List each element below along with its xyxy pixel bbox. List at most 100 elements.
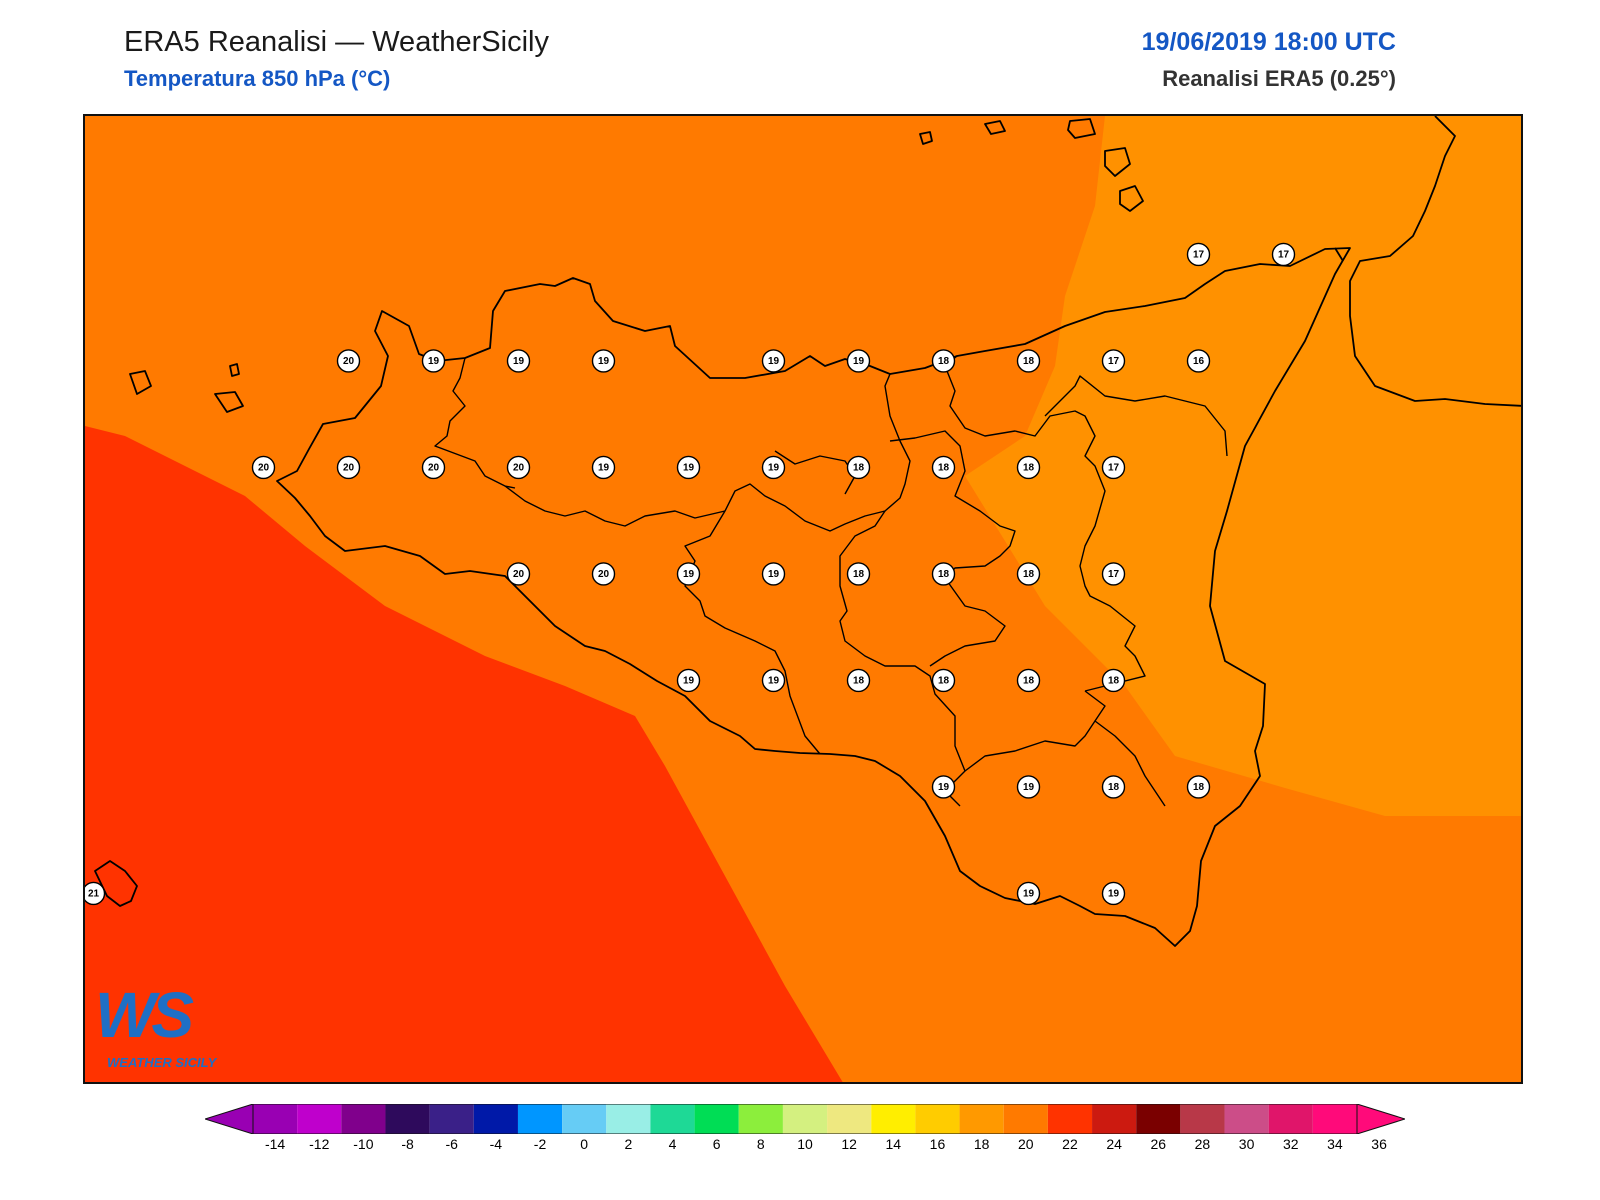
- province-border: [944, 355, 1146, 692]
- station-marker: 18: [931, 455, 956, 480]
- colorbar-segment: [562, 1104, 607, 1134]
- station-temperature-value: 20: [513, 569, 525, 580]
- station-temperature-value: 19: [768, 569, 780, 580]
- valid-datetime: 19/06/2019 18:00 UTC: [1141, 28, 1396, 56]
- station-circle: [846, 668, 871, 693]
- station-marker: 18: [1016, 349, 1041, 373]
- colorbar-tick-label: 30: [1238, 1136, 1255, 1152]
- station-circle: [1016, 349, 1041, 373]
- station-temperature-value: 19: [683, 462, 695, 473]
- station-marker: 17: [1186, 242, 1211, 267]
- logo-name: WEATHER SICILY: [107, 1055, 217, 1070]
- colorbar-extend-high: [1356, 1104, 1405, 1134]
- station-marker: 21: [85, 881, 106, 906]
- station-marker: 18: [1186, 775, 1211, 799]
- station-circle: [1271, 242, 1296, 267]
- colorbar-segment: [1268, 1104, 1313, 1134]
- station-marker: 18: [1016, 455, 1041, 480]
- station-marker: 17: [1101, 562, 1126, 586]
- map-title: ERA5 Reanalisi — WeatherSicily: [124, 26, 549, 58]
- station-temperature-value: 20: [598, 569, 610, 580]
- station-marker: 19: [591, 349, 616, 373]
- station-temperature-value: 17: [1108, 356, 1120, 367]
- colorbar-frame: [252, 1104, 1358, 1134]
- station-temperature-value: 21: [88, 888, 100, 899]
- colorbar-tick-label: 0: [580, 1136, 589, 1152]
- station-marker: 17: [1101, 349, 1126, 373]
- station-temperature-value: 18: [938, 569, 950, 580]
- colorbar-segment: [694, 1104, 739, 1134]
- station-marker: 19: [761, 668, 786, 693]
- station-circle: [1186, 775, 1211, 799]
- station-temperature-value: 17: [1108, 569, 1120, 580]
- station-temperature-value: 18: [853, 462, 865, 473]
- station-circle: [931, 349, 956, 373]
- station-marker: 20: [506, 562, 531, 586]
- map-panel: 20 19 19 19 19 19 18 18 17 16 17 17 20 20 20 20 19 19 19 18…: [83, 114, 1523, 1084]
- station-marker: 19: [676, 455, 701, 480]
- colorbar-tick-label: -6: [445, 1136, 458, 1152]
- station-temperature-value: 19: [598, 356, 610, 367]
- field-band-16-18: [965, 116, 1521, 816]
- station-temperature-value: 18: [938, 462, 950, 473]
- colorbar-segment: [959, 1104, 1004, 1134]
- colorbar-segment: [606, 1104, 651, 1134]
- station-circle: [1101, 455, 1126, 480]
- station-marker: 17: [1101, 455, 1126, 480]
- station-marker: 19: [761, 349, 786, 373]
- station-circle: [506, 455, 531, 480]
- colorbar-tick-label: 34: [1327, 1136, 1343, 1152]
- province-border: [964, 720, 1096, 772]
- station-circle: [761, 562, 786, 586]
- station-circle: [761, 668, 786, 693]
- station-circle: [1101, 668, 1126, 693]
- station-marker: 20: [421, 455, 446, 480]
- aeolian-islands: [984, 120, 1006, 135]
- temperature-map: [85, 116, 1521, 1082]
- station-circle: [506, 562, 531, 586]
- station-circle: [846, 562, 871, 586]
- station-temperature-value: 18: [1023, 356, 1035, 367]
- station-temperature-value: 19: [768, 356, 780, 367]
- egadi-islands: [214, 391, 244, 413]
- aeolian-islands: [1119, 185, 1144, 212]
- station-circle: [1016, 775, 1041, 799]
- station-marker: 19: [761, 562, 786, 586]
- station-temperature-value: 20: [343, 462, 355, 473]
- colorbar-tick-label: 26: [1150, 1136, 1167, 1152]
- colorbar-tick-label: 2: [624, 1136, 633, 1152]
- colorbar-tick-label: -14: [264, 1136, 286, 1152]
- station-temperature-value: 18: [1023, 569, 1035, 580]
- egadi-islands: [229, 363, 240, 377]
- station-temperature-value: 18: [938, 675, 950, 686]
- station-circle: [421, 349, 446, 373]
- aeolian-islands: [1104, 147, 1131, 177]
- station-circle: [846, 455, 871, 480]
- province-border: [684, 510, 821, 755]
- colorbar-extend-low: [205, 1104, 254, 1134]
- colorbar-segment: [827, 1104, 872, 1134]
- colorbar-segment: [650, 1104, 695, 1134]
- temperature-colorbar: [205, 1104, 1405, 1134]
- colorbar-tick-label: 16: [929, 1136, 946, 1152]
- station-temperature-value: 18: [1023, 675, 1035, 686]
- calabria-coastline: [1349, 116, 1521, 407]
- colorbar-tick-label: 20: [1018, 1136, 1034, 1152]
- station-temperature-value: 17: [1108, 462, 1120, 473]
- station-circle: [931, 455, 956, 480]
- province-border: [1044, 375, 1228, 457]
- station-marker: 19: [846, 349, 871, 373]
- colorbar-segment: [915, 1104, 960, 1134]
- colorbar-segment: [1047, 1104, 1093, 1134]
- station-circle: [85, 881, 106, 906]
- colorbar-tick-label: 10: [797, 1136, 813, 1152]
- station-marker: 17: [1271, 242, 1296, 267]
- colorbar-segment: [297, 1104, 342, 1134]
- station-circle: [1101, 349, 1126, 373]
- station-circle: [1186, 349, 1211, 373]
- station-temperature-value: 18: [1193, 782, 1205, 793]
- station-temperature-value: 17: [1193, 249, 1205, 260]
- colorbar-segment: [1136, 1104, 1181, 1134]
- station-circle: [591, 349, 616, 373]
- map-subtitle: Temperatura 850 hPa (°C): [124, 66, 391, 91]
